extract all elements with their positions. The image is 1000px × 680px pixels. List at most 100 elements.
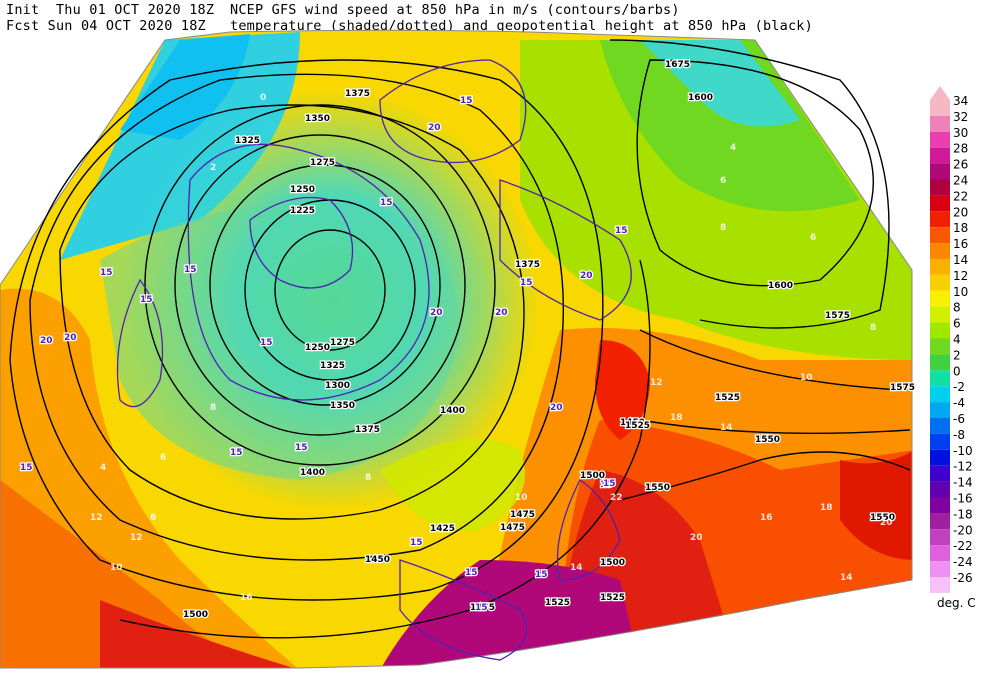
wind-speed-label: 15 xyxy=(295,443,308,453)
wind-speed-label: 15 xyxy=(410,538,423,548)
height-contour-label: 1575 xyxy=(825,311,850,321)
geopotential-height-contours xyxy=(9,39,911,639)
legend-swatch xyxy=(930,433,950,450)
height-contour-label: 1550 xyxy=(755,435,780,445)
forecast-time-label: Fcst Sun 04 OCT 2020 18Z xyxy=(6,18,206,34)
legend-level-label: -16 xyxy=(953,492,973,506)
legend-swatch xyxy=(930,115,950,132)
temperature-label: 6 xyxy=(150,513,156,523)
height-contour-label: 1500 xyxy=(580,471,605,481)
height-contour-label: 1500 xyxy=(183,610,208,620)
wind-speed-label: 15 xyxy=(100,268,113,278)
legend-swatch xyxy=(930,418,950,434)
legend-level-label: 16 xyxy=(953,237,968,251)
height-contour-label: 1525 xyxy=(545,598,570,608)
wind-speed-label: 15 xyxy=(140,295,153,305)
height-contour-label: 1275 xyxy=(310,158,335,168)
init-time-label: Init Thu 01 OCT 2020 18Z xyxy=(6,2,215,18)
legend-swatch xyxy=(930,195,950,212)
temperature-label: 8 xyxy=(365,473,371,483)
legend-swatch xyxy=(930,529,950,546)
temperature-label: 22 xyxy=(610,493,623,503)
wind-speed-label: 20 xyxy=(64,333,77,343)
legend-level-label: 20 xyxy=(953,205,968,219)
height-contour-label: 1250 xyxy=(305,343,330,353)
legend-swatch xyxy=(930,465,950,482)
temperature-label: 2 xyxy=(210,163,216,173)
wind-speed-label: 20 xyxy=(428,123,441,133)
wind-speed-label: 20 xyxy=(550,403,563,413)
legend-swatch xyxy=(930,243,950,259)
legend-swatch xyxy=(930,481,950,498)
height-contour-label: 1450 xyxy=(365,555,390,565)
height-contour-label: 1450 xyxy=(620,418,645,428)
legend-level-label: -26 xyxy=(953,571,973,585)
legend-swatch xyxy=(930,259,950,275)
legend-level-label: -12 xyxy=(953,460,973,474)
wind-speed-label: 15 xyxy=(380,198,393,208)
temperature-label: 20 xyxy=(880,518,893,528)
legend-level-label: 18 xyxy=(953,221,968,235)
wind-speed-label: 20 xyxy=(40,336,53,346)
temperature-label: 14 xyxy=(570,563,583,573)
wind-speed-label: 15 xyxy=(460,96,473,106)
legend-swatch xyxy=(930,211,950,228)
wind-speed-label: 15 xyxy=(260,338,273,348)
height-contour-label: 1575 xyxy=(890,383,915,393)
legend-level-label: 22 xyxy=(953,189,968,203)
legend-level-label: 14 xyxy=(953,253,968,267)
height-contour-label: 1325 xyxy=(320,361,345,371)
temperature-label: 10 xyxy=(110,563,123,573)
legend-swatch xyxy=(930,561,950,577)
temperature-label: 10 xyxy=(515,493,528,503)
legend-arrow-icon xyxy=(930,86,950,100)
height-contour-label: 1475 xyxy=(500,523,525,533)
temperature-label: 8 xyxy=(210,403,216,413)
legend-swatch xyxy=(930,449,950,466)
legend-level-label: 0 xyxy=(953,364,961,378)
temperature-label: 8 xyxy=(720,223,726,233)
height-contour-label: 1550 xyxy=(645,483,670,493)
height-contour-label: 1350 xyxy=(305,114,330,124)
temperature-label: 6 xyxy=(720,176,726,186)
height-contour-label: 1275 xyxy=(330,338,355,348)
wind-speed-label: 15 xyxy=(475,603,488,613)
legend-unit-label: deg. C xyxy=(937,596,976,610)
wind-speed-label: 15 xyxy=(20,463,33,473)
height-contour-label: 1375 xyxy=(345,89,370,99)
legend-swatch xyxy=(930,306,950,323)
legend-swatch xyxy=(930,545,950,562)
temperature-label: 20 xyxy=(690,533,703,543)
height-contour-label: 1525 xyxy=(715,393,740,403)
legend-swatch xyxy=(930,163,950,180)
temperature-label: 0 xyxy=(260,93,266,103)
wind-speed-label: 15 xyxy=(520,278,533,288)
legend-swatch xyxy=(930,290,950,307)
legend-level-label: 10 xyxy=(953,285,968,299)
legend-level-label: -2 xyxy=(953,380,965,394)
temperature-label: 12 xyxy=(130,533,143,543)
height-contour-label: 1325 xyxy=(235,136,260,146)
legend-level-label: 24 xyxy=(953,174,968,188)
height-contour-label: 1425 xyxy=(430,524,455,534)
legend-level-label: 30 xyxy=(953,126,968,140)
wind-speed-label: 15 xyxy=(535,570,548,580)
temperature-label: 16 xyxy=(240,593,253,603)
legend-swatch xyxy=(930,370,950,387)
height-contour-label: 1400 xyxy=(300,468,325,478)
height-contour-label: 1475 xyxy=(470,603,495,613)
wind-speed-label: 15 xyxy=(603,479,616,489)
legend-swatch xyxy=(930,577,950,593)
height-contour-label: 1600 xyxy=(768,281,793,291)
wind-speed-label: 15 xyxy=(230,448,243,458)
map-title-line-1: NCEP GFS wind speed at 850 hPa in m/s (c… xyxy=(230,2,680,18)
legend-level-label: -22 xyxy=(953,539,973,553)
height-contour-label: 1525 xyxy=(600,593,625,603)
legend-swatch xyxy=(930,322,950,339)
temperature-shading xyxy=(0,30,912,668)
height-contour-label: 1300 xyxy=(325,381,350,391)
legend-level-label: -8 xyxy=(953,428,965,442)
